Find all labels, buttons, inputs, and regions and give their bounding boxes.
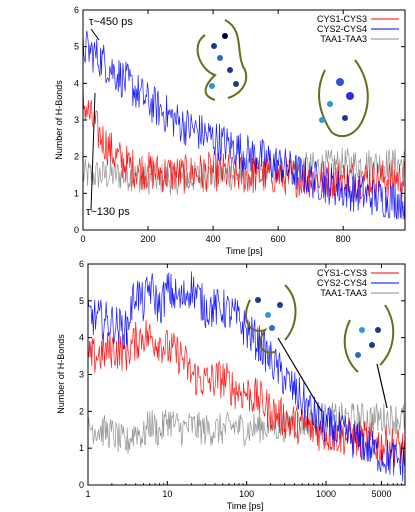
series-line-taa1-taa3 <box>87 402 406 454</box>
y-tick-label: 3 <box>79 370 84 380</box>
x-tick-label: 1000 <box>316 489 336 499</box>
y-tick-label: 1 <box>79 443 84 453</box>
y-tick-label: 5 <box>79 296 84 306</box>
legend-label: CYS2-CYS4 <box>317 278 367 288</box>
y-axis-label: Number of H-Bonds <box>54 80 64 160</box>
annotation-tau-450: τ~450 ps <box>89 16 133 28</box>
legend-label: CYS2-CYS4 <box>317 24 367 34</box>
series-line-cys1-cys3 <box>82 86 406 200</box>
y-tick-label: 4 <box>79 333 84 343</box>
pointer-line-1 <box>277 337 323 413</box>
structure-inset-4 <box>343 304 395 373</box>
y-tick-label: 4 <box>74 78 79 88</box>
y-tick-label: 2 <box>79 406 84 416</box>
legend-label: CYS1-CYS3 <box>317 14 367 24</box>
y-tick-label: 3 <box>74 115 79 125</box>
series-line-cys1-cys3 <box>87 319 406 467</box>
structure-inset-2 <box>318 59 369 138</box>
x-tick-label: 0 <box>80 234 85 244</box>
x-tick-label: 200 <box>141 234 156 244</box>
legend-label: TAA1-TAA3 <box>320 288 367 298</box>
y-tick-label: 5 <box>74 42 79 52</box>
y-tick-label: 0 <box>79 480 84 490</box>
x-tick-label: 1 <box>85 489 90 499</box>
structure-inset-1 <box>196 19 248 101</box>
pointer-line-2 <box>376 363 388 409</box>
x-tick-label: 100 <box>239 489 254 499</box>
y-tick-label: 0 <box>74 225 79 235</box>
structure-inset-3 <box>245 284 297 354</box>
legend-label: CYS1-CYS3 <box>317 268 367 278</box>
x-tick-label: 10 <box>162 489 172 499</box>
series-line-cys2-cys4 <box>87 271 406 482</box>
series-line-cys2-cys4 <box>82 29 406 220</box>
x-tick-label: 400 <box>206 234 221 244</box>
x-axis-label: Time [ps] <box>227 501 264 511</box>
annotation-arrow-1 <box>90 28 100 41</box>
y-tick-label: 2 <box>74 152 79 162</box>
x-axis-label: Time [ps] <box>226 246 263 256</box>
x-tick-label: 800 <box>336 234 351 244</box>
y-tick-label: 6 <box>74 5 79 15</box>
annotation-arrow-2 <box>90 92 96 211</box>
x-tick-label: 5000 <box>371 489 391 499</box>
x-tick-label: 600 <box>271 234 286 244</box>
y-tick-label: 1 <box>74 188 79 198</box>
y-tick-label: 6 <box>79 259 84 269</box>
annotation-tau-130: τ~130 ps <box>86 206 130 218</box>
y-axis-label: Number of H-Bonds <box>56 334 66 414</box>
legend-label: TAA1-TAA3 <box>320 34 367 44</box>
